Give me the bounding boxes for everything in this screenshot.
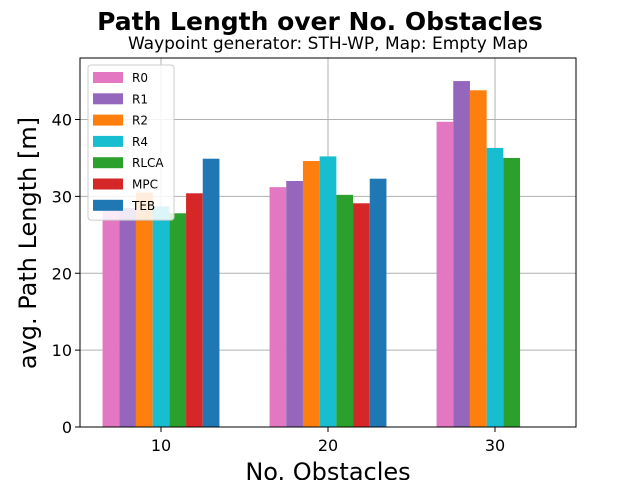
y-tick-label: 20: [52, 264, 72, 283]
y-tick-label: 30: [52, 187, 72, 206]
bar-r1-20: [286, 181, 303, 427]
bar-r0-30: [436, 121, 454, 427]
legend-swatch-r2: [93, 114, 123, 126]
legend-swatch-teb: [93, 199, 123, 211]
legend-label-r4: R4: [132, 135, 148, 149]
chart-subtitle: Waypoint generator: STH-WP, Map: Empty M…: [128, 34, 528, 54]
bars: [102, 81, 521, 427]
bar-r2-10: [135, 192, 153, 427]
bar-r4-30: [486, 147, 504, 427]
legend-label-rlca: RLCA: [132, 156, 164, 170]
x-tick-label: 30: [485, 436, 505, 455]
x-tick-label: 10: [151, 436, 171, 455]
bar-r2-30: [469, 90, 487, 427]
bar-r4-20: [319, 156, 337, 427]
y-tick-label: 0: [62, 418, 72, 437]
legend-label-teb: TEB: [131, 199, 155, 213]
bar-r1-30: [453, 81, 470, 427]
bar-rlca-30: [503, 157, 521, 427]
x-axis-label: No. Obstacles: [245, 458, 410, 480]
legend-label-r2: R2: [132, 114, 148, 128]
y-tick-label: 40: [52, 111, 72, 130]
chart-title: Path Length over No. Obstacles: [97, 7, 543, 36]
bar-r1-10: [119, 207, 136, 427]
y-axis-label: avg. Path Length [m]: [14, 117, 42, 369]
legend-label-r1: R1: [132, 92, 148, 106]
legend-swatch-r0: [93, 72, 123, 83]
bar-rlca-10: [169, 213, 187, 427]
bar-r0-10: [102, 210, 120, 427]
legend-label-r0: R0: [132, 71, 148, 85]
legend-swatch-rlca: [93, 157, 123, 169]
legend-swatch-mpc: [93, 178, 123, 190]
bar-teb-20: [369, 178, 387, 427]
bar-mpc-10: [186, 193, 203, 427]
legend: R0 R1 R2 R4 RLCA MPC TEB: [87, 64, 175, 221]
bar-r4-10: [152, 206, 170, 427]
x-tick-label: 20: [318, 436, 338, 455]
legend-swatch-r1: [93, 93, 123, 105]
bar-mpc-20: [353, 203, 370, 427]
legend-swatch-r4: [93, 135, 123, 147]
bar-r2-20: [302, 161, 320, 427]
legend-label-mpc: MPC: [132, 178, 158, 192]
axis-ticks: 0 10 20 30 40 10 20 30: [52, 111, 506, 456]
bar-r0-20: [269, 187, 287, 427]
y-tick-label: 10: [52, 341, 72, 360]
bar-rlca-20: [336, 194, 354, 427]
bar-teb-10: [202, 158, 220, 427]
